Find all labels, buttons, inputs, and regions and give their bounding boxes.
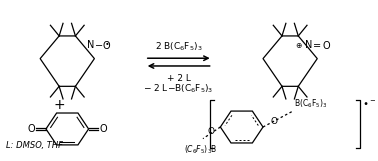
Text: B(C$_6$F$_5$)$_3$: B(C$_6$F$_5$)$_3$ bbox=[294, 97, 327, 110]
Text: O: O bbox=[99, 124, 107, 134]
Text: O: O bbox=[271, 117, 278, 126]
Text: $\bullet$$^-$: $\bullet$$^-$ bbox=[362, 98, 376, 108]
Text: +: + bbox=[54, 98, 65, 112]
Text: $\bullet$: $\bullet$ bbox=[104, 38, 110, 47]
Text: N: N bbox=[87, 40, 94, 50]
Text: O: O bbox=[28, 124, 35, 134]
Text: $-$ 2 L$-$B(C$_6$F$_5$)$_3$: $-$ 2 L$-$B(C$_6$F$_5$)$_3$ bbox=[144, 82, 214, 95]
Text: $-$O: $-$O bbox=[94, 39, 111, 51]
Text: $=$O: $=$O bbox=[311, 39, 332, 51]
Text: O: O bbox=[208, 127, 215, 136]
Text: $(C_6F_5)_3$B: $(C_6F_5)_3$B bbox=[184, 143, 218, 156]
Text: L: DMSO, THF: L: DMSO, THF bbox=[6, 141, 63, 150]
Text: $\oplus$: $\oplus$ bbox=[295, 41, 303, 50]
Text: + 2 L: + 2 L bbox=[167, 74, 191, 83]
Text: 2 B(C$_6$F$_5$)$_3$: 2 B(C$_6$F$_5$)$_3$ bbox=[155, 40, 203, 53]
Text: N: N bbox=[305, 40, 312, 50]
